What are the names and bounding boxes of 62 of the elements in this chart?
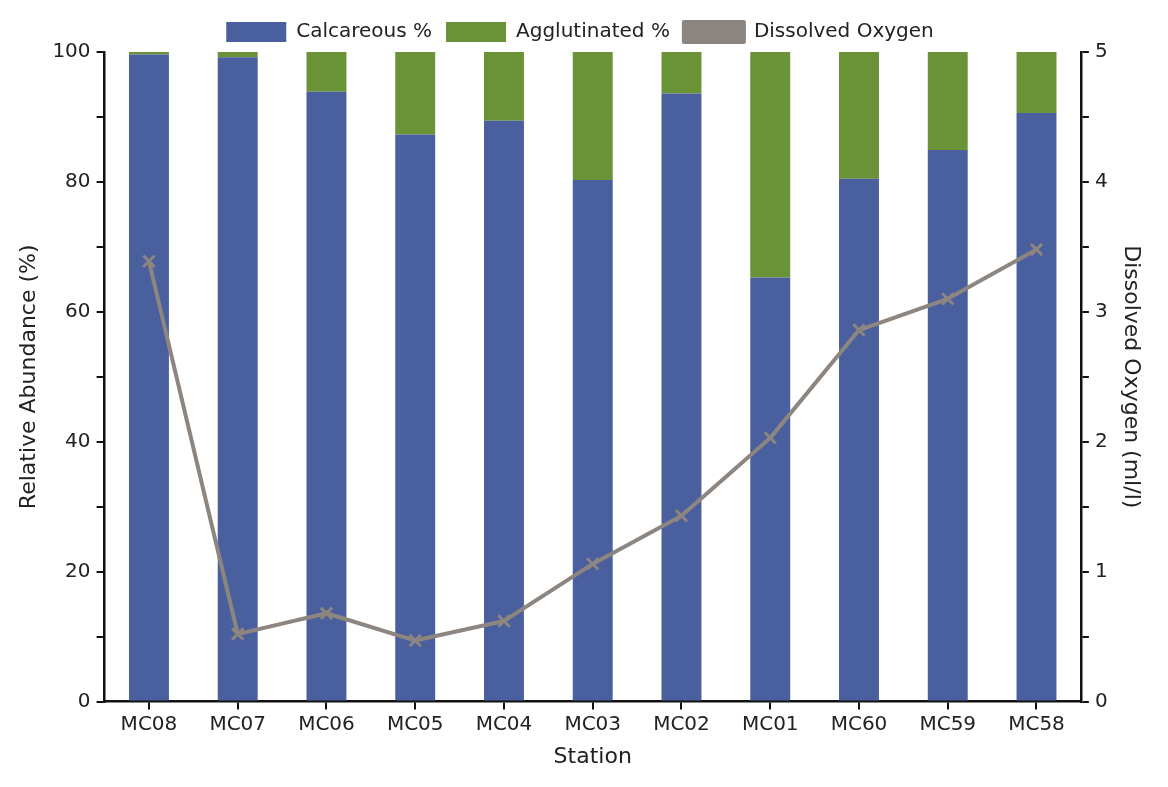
y-tick-label: 80: [65, 168, 91, 193]
bar: [395, 52, 436, 135]
y-tick-label: 0: [77, 687, 91, 712]
y2-tick-label: 5: [1094, 38, 1108, 63]
y2-axis-title: Dissolved Oxygen (ml/l): [1120, 245, 1146, 509]
point: [851, 322, 867, 338]
x-axis-title: Station: [553, 742, 632, 768]
bar: [572, 179, 613, 701]
bar: [839, 178, 879, 701]
point: [763, 430, 778, 446]
bar: [927, 150, 968, 701]
bar: [661, 93, 702, 701]
bar: [128, 54, 169, 701]
y-axis-title: Relative Abundance (%): [14, 244, 40, 510]
legend-label: Dissolved Oxygen: [753, 18, 934, 43]
bar: [750, 52, 791, 278]
y-tick-label: 100: [52, 38, 91, 63]
legend-label: Agglutinated %: [516, 18, 670, 43]
bar: [395, 134, 436, 701]
point: [940, 291, 955, 307]
y2-tick-label: 2: [1094, 427, 1108, 452]
x-tick-label: MC07: [209, 710, 267, 735]
y-tick-label: 60: [65, 298, 91, 323]
point: [1029, 242, 1044, 257]
bar: [661, 52, 702, 94]
point: [496, 613, 512, 629]
y-tick-label: 20: [65, 557, 91, 582]
bar: [217, 52, 258, 58]
x-tick-label: MC06: [298, 710, 355, 735]
bar: [1016, 52, 1057, 114]
bar: [217, 57, 258, 701]
x-tick-label: MC60: [830, 710, 888, 735]
bar: [306, 52, 347, 92]
y2-tick-label: 3: [1094, 298, 1108, 323]
bar: [927, 52, 968, 151]
bar: [839, 52, 879, 179]
point: [408, 633, 423, 648]
bar: [306, 91, 347, 701]
point: [585, 556, 600, 572]
x-tick-label: MC01: [741, 710, 799, 735]
point: [674, 508, 689, 523]
x-tick-label: MC08: [120, 710, 178, 735]
y2-tick-label: 4: [1094, 168, 1108, 193]
bar: [572, 52, 613, 180]
x-tick-label: MC04: [475, 710, 533, 735]
x-tick-label: MC03: [564, 710, 622, 735]
bar: [750, 277, 791, 701]
y2-tick-label: 0: [1094, 687, 1108, 712]
x-tick-label: MC05: [386, 710, 444, 735]
x-tick-label: MC58: [1008, 710, 1065, 735]
bar: [128, 52, 169, 55]
y2-tick-label: 1: [1094, 557, 1108, 582]
point: [141, 254, 157, 269]
bar: [484, 52, 524, 121]
point: [319, 606, 334, 621]
point: [230, 626, 245, 642]
x-tick-label: MC59: [919, 710, 977, 735]
bar: [1016, 113, 1057, 701]
y-tick-label: 40: [65, 427, 91, 452]
legend-label: Calcareous %: [296, 18, 433, 43]
bar: [484, 120, 524, 701]
x-tick-label: MC02: [653, 710, 710, 735]
